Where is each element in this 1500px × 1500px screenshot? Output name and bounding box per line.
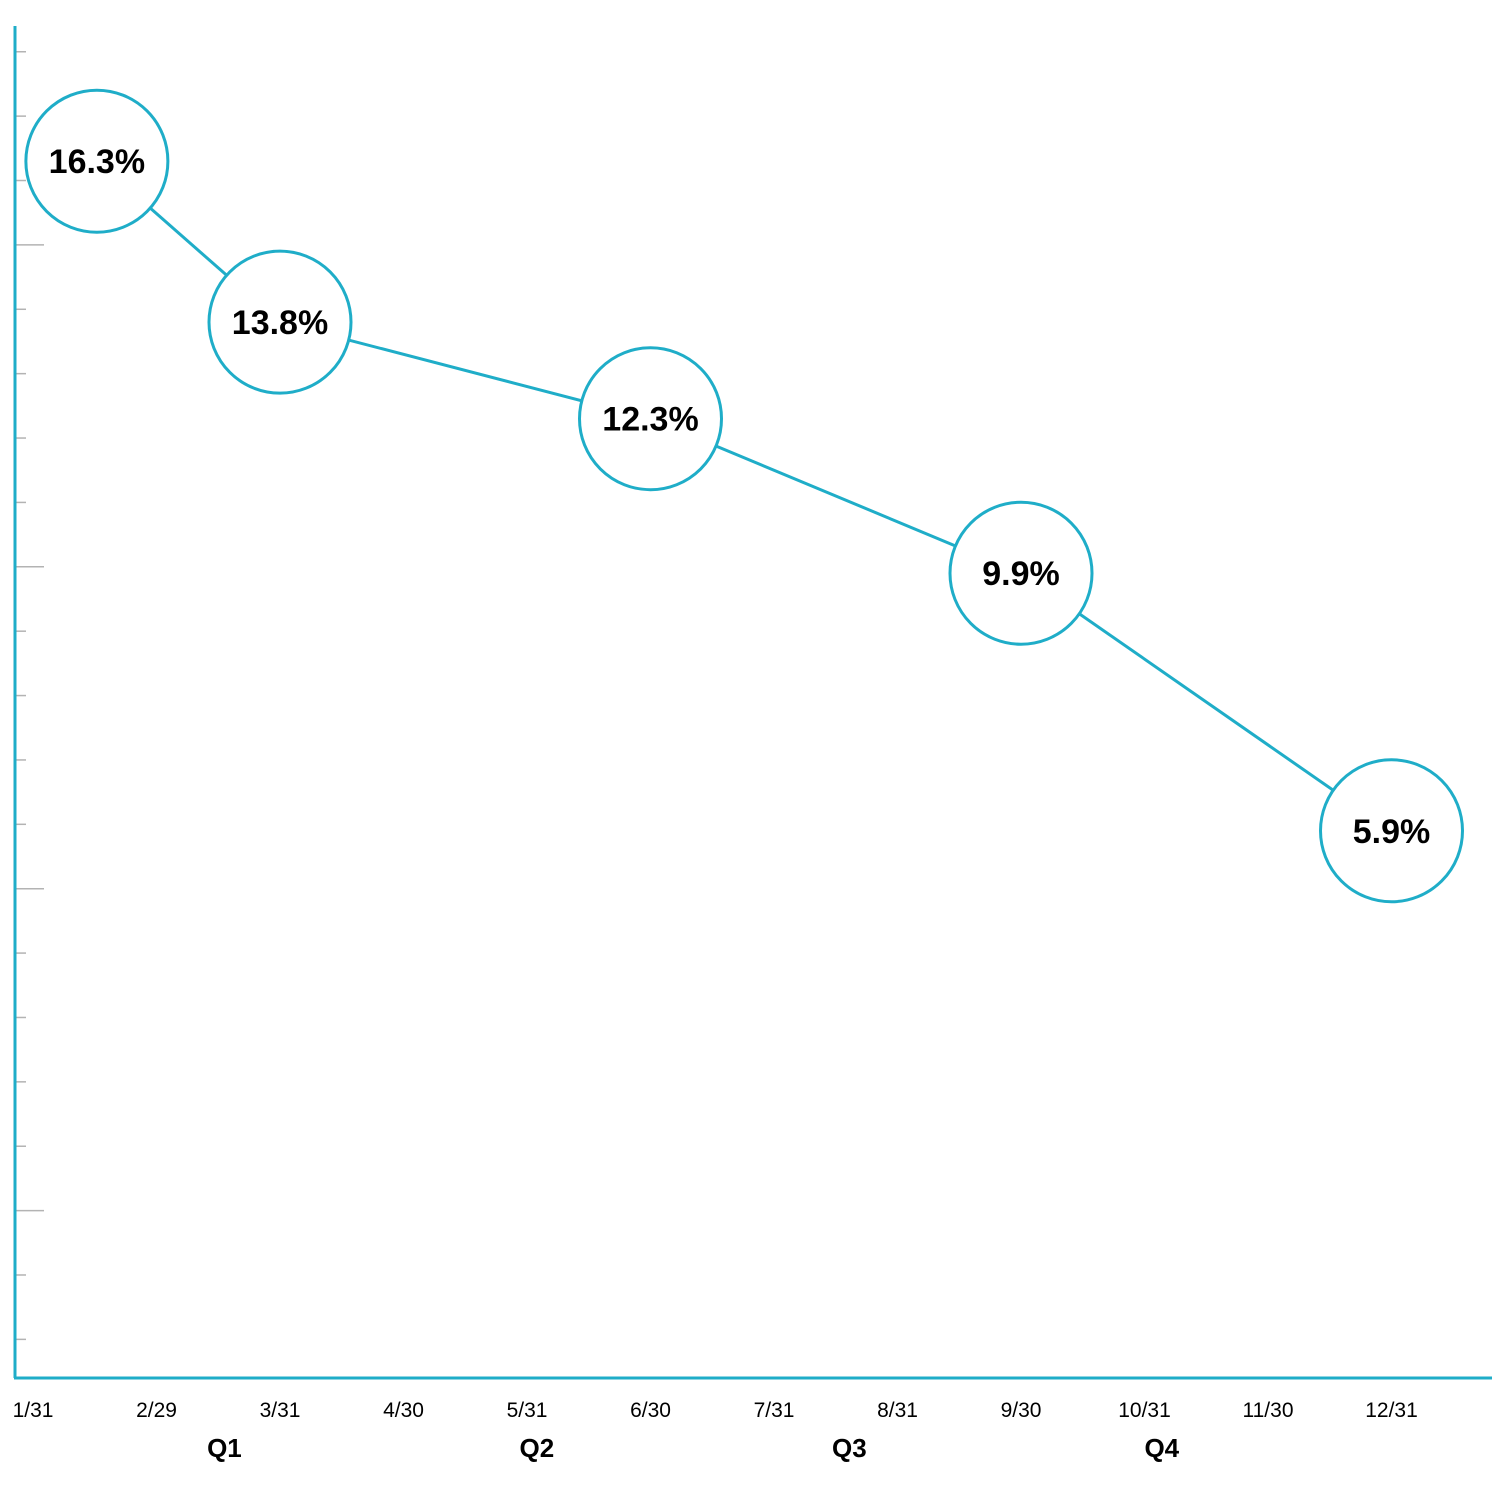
x-tick-label: 9/30	[1001, 1399, 1042, 1422]
x-tick-label: 1/31	[13, 1399, 54, 1422]
quarter-label: Q2	[520, 1433, 555, 1463]
x-tick-label: 7/31	[754, 1399, 795, 1422]
x-tick-label: 11/30	[1243, 1399, 1294, 1422]
x-tick-label: 12/31	[1365, 1399, 1418, 1422]
y-axis-ticks	[15, 51, 44, 1341]
x-tick-label: 4/30	[383, 1399, 424, 1422]
data-label: 5.9%	[1353, 813, 1431, 851]
x-tick-label: 6/30	[630, 1399, 671, 1422]
data-point-marker	[948, 500, 1094, 646]
x-axis-tick-labels: 1/31 2/29 3/31 4/30 5/31 6/30 7/31 8/31 9/30 10/3…	[13, 1399, 1418, 1422]
data-label: 9.9%	[982, 555, 1060, 593]
series-segment	[1020, 572, 1393, 832]
x-tick-label: 2/29	[136, 1399, 177, 1422]
x-tick-label: 8/31	[877, 1399, 918, 1422]
data-label: 12.3%	[602, 401, 698, 439]
data-point-marker	[207, 249, 353, 395]
quarter-label: Q4	[1144, 1433, 1179, 1463]
data-point-marker	[578, 346, 723, 492]
quarter-labels: Q1 Q2 Q3 Q4	[207, 1433, 1180, 1463]
series-group: 16.3% 13.8% 12.3% 9.9% 5.9%	[24, 88, 1464, 904]
data-point-marker	[1319, 758, 1464, 904]
x-tick-label: 5/31	[507, 1399, 548, 1422]
x-tick-label: 3/31	[260, 1399, 301, 1422]
data-point-marker	[24, 88, 170, 234]
data-label: 13.8%	[232, 304, 328, 342]
x-tick-label: 10/31	[1118, 1399, 1171, 1422]
quarter-label: Q1	[207, 1433, 242, 1463]
data-label: 16.3%	[49, 143, 145, 181]
quarter-label: Q3	[832, 1433, 867, 1463]
